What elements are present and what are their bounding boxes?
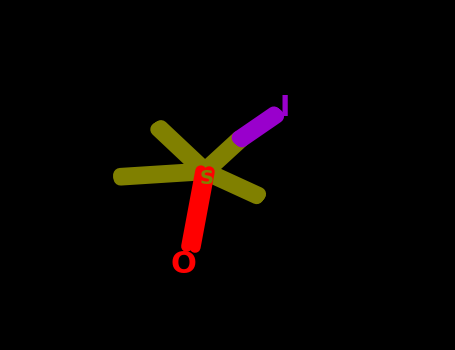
Text: O: O bbox=[171, 250, 197, 279]
Text: S: S bbox=[200, 169, 214, 188]
Text: I: I bbox=[279, 94, 289, 122]
